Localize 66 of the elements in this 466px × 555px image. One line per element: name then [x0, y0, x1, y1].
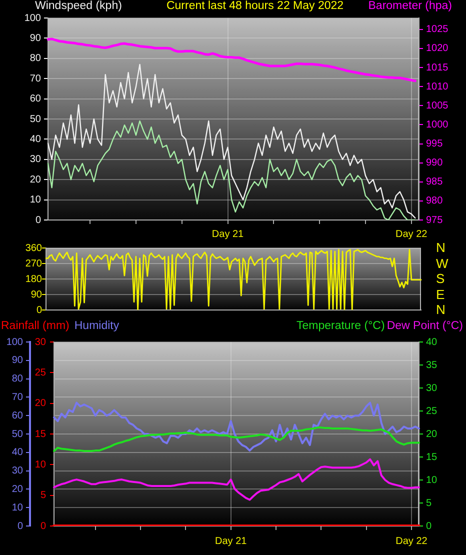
y-tick-label: 360	[25, 242, 42, 254]
y-tick-label: 0	[35, 214, 42, 226]
y-tick-label: 0	[36, 304, 42, 316]
y-tick-label: 80	[30, 53, 42, 64]
text: W	[436, 256, 448, 270]
y2-tick-label: 1025	[426, 24, 449, 36]
y-tick-label: 10	[12, 502, 24, 514]
y3-tick-label: 30	[426, 382, 438, 394]
y-tick-label: 100	[6, 336, 24, 348]
chart-title: Current last 48 hours 22 May 2022	[166, 0, 344, 12]
y2-tick-label: 1005	[426, 100, 449, 112]
x-tick-label: Day 21	[215, 536, 248, 547]
y-tick-label: 90	[30, 32, 42, 44]
y3-tick-label: 10	[426, 474, 438, 486]
text: Humidity	[74, 320, 120, 332]
y-tick-label: 70	[30, 73, 42, 84]
y3-tick-label: 35	[426, 360, 438, 371]
text: N	[436, 302, 446, 317]
y2-tick-label: 990	[426, 158, 444, 169]
y3-tick-label: 25	[426, 406, 438, 417]
y-tick-label: 20	[12, 484, 24, 495]
y-tick-label: 90	[12, 355, 24, 366]
y2-axis-title: Barometer (hpa)	[368, 0, 452, 12]
y2-tick-label: 995	[426, 138, 444, 150]
y3-tick-label: 20	[426, 428, 438, 440]
y2-tick-label: 25	[34, 367, 46, 378]
text: Temperature (°C)	[296, 320, 385, 332]
y3-tick-label: 5	[426, 498, 432, 509]
y-tick-label: 180	[25, 274, 42, 285]
y-tick-label: 0	[17, 520, 24, 532]
y-tick-label: 40	[12, 447, 24, 458]
y-tick-label: 30	[12, 466, 24, 477]
y3-tick-label: 15	[426, 452, 438, 463]
y2-tick-label: 980	[426, 196, 444, 207]
x-tick-label: Day 21	[212, 228, 244, 240]
x-tick-label: Day 22	[396, 228, 428, 240]
text: Rainfall (mm)	[1, 320, 70, 332]
x-tick-label: Day 22	[396, 536, 428, 547]
y-tick-label: 60	[30, 94, 42, 105]
text: N	[436, 240, 446, 255]
y-tick-label: 50	[30, 114, 42, 125]
text: E	[436, 286, 445, 302]
text: Dew Point (°C)	[386, 320, 463, 332]
y3-tick-label: 0	[426, 520, 432, 532]
y-tick-label: 50	[12, 428, 24, 440]
text: S	[436, 271, 445, 286]
y2-tick-label: 1015	[426, 62, 449, 74]
y-tick-label: 100	[24, 12, 42, 24]
y2-tick-label: 1010	[426, 81, 449, 92]
y-tick-label: 20	[30, 174, 42, 186]
y2-tick-label: 1020	[426, 43, 449, 54]
y2-tick-label: 5	[40, 490, 46, 502]
y2-tick-label: 985	[426, 176, 444, 188]
y-tick-label: 90	[30, 289, 42, 300]
y-tick-label: 10	[30, 194, 42, 206]
y-tick-label: 70	[12, 392, 24, 403]
y2-tick-label: 1000	[426, 119, 449, 130]
y2-tick-label: 975	[426, 214, 444, 226]
y-tick-label: 40	[30, 134, 42, 145]
y-tick-label: 60	[12, 410, 24, 422]
y-axis-title: Windspeed (kph)	[35, 0, 122, 12]
y-tick-label: 80	[12, 374, 24, 385]
y2-tick-label: 15	[34, 428, 46, 440]
y3-tick-label: 40	[426, 336, 438, 348]
y-tick-label: 270	[25, 258, 42, 270]
y-tick-label: 30	[30, 154, 42, 166]
